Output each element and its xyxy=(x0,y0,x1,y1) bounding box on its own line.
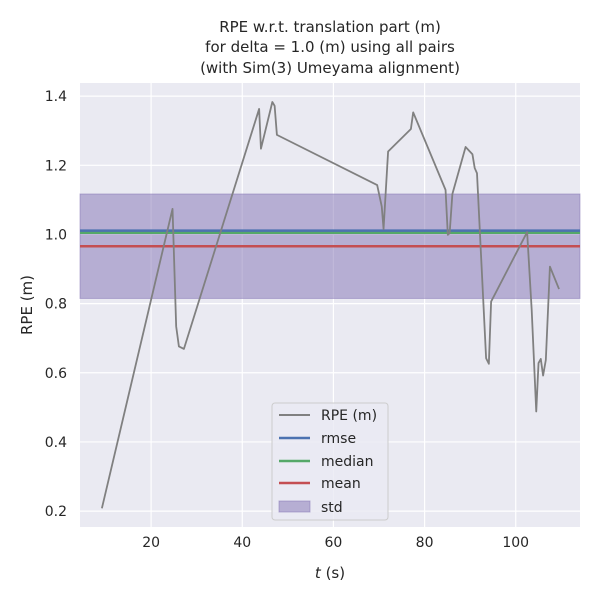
x-axis-label-var: t xyxy=(315,564,322,582)
chart-title-line-3: (with Sim(3) Umeyama alignment) xyxy=(200,59,460,77)
x-tick-label: 60 xyxy=(325,535,343,551)
chart-title-line-2: for delta = 1.0 (m) using all pairs xyxy=(205,38,455,56)
legend-label-std: std xyxy=(321,500,343,516)
series-layer xyxy=(101,101,560,509)
x-ticks: 20 40 60 80 100 xyxy=(142,535,529,551)
y-tick-label: 0.2 xyxy=(45,504,67,520)
legend-label-median: median xyxy=(321,454,373,470)
legend-swatch-std xyxy=(278,500,311,513)
legend-label-mean: mean xyxy=(321,476,361,492)
legend: RPE (m) rmse median mean std xyxy=(271,402,389,521)
y-tick-label: 1.2 xyxy=(45,158,67,174)
y-ticks: 0.2 0.4 0.6 0.8 1.0 1.2 1.4 xyxy=(45,89,67,520)
rpe-series-line xyxy=(101,101,560,509)
chart-title-line-1: RPE w.r.t. translation part (m) xyxy=(219,18,441,36)
y-tick-label: 0.4 xyxy=(45,435,67,451)
x-tick-label: 20 xyxy=(142,535,160,551)
x-tick-label: 40 xyxy=(233,535,251,551)
y-tick-label: 0.6 xyxy=(45,366,67,382)
x-tick-label: 100 xyxy=(502,535,529,551)
y-axis-label: RPE (m) xyxy=(18,275,36,335)
legend-label-rpe: RPE (m) xyxy=(321,408,377,424)
y-tick-label: 1.4 xyxy=(45,89,67,105)
y-tick-label: 1.0 xyxy=(45,227,67,243)
legend-label-rmse: rmse xyxy=(321,431,356,447)
x-axis-label-unit: (s) xyxy=(321,564,345,582)
x-axis-label: t (s) xyxy=(315,564,345,582)
y-tick-label: 0.8 xyxy=(45,297,67,313)
x-tick-label: 80 xyxy=(416,535,434,551)
